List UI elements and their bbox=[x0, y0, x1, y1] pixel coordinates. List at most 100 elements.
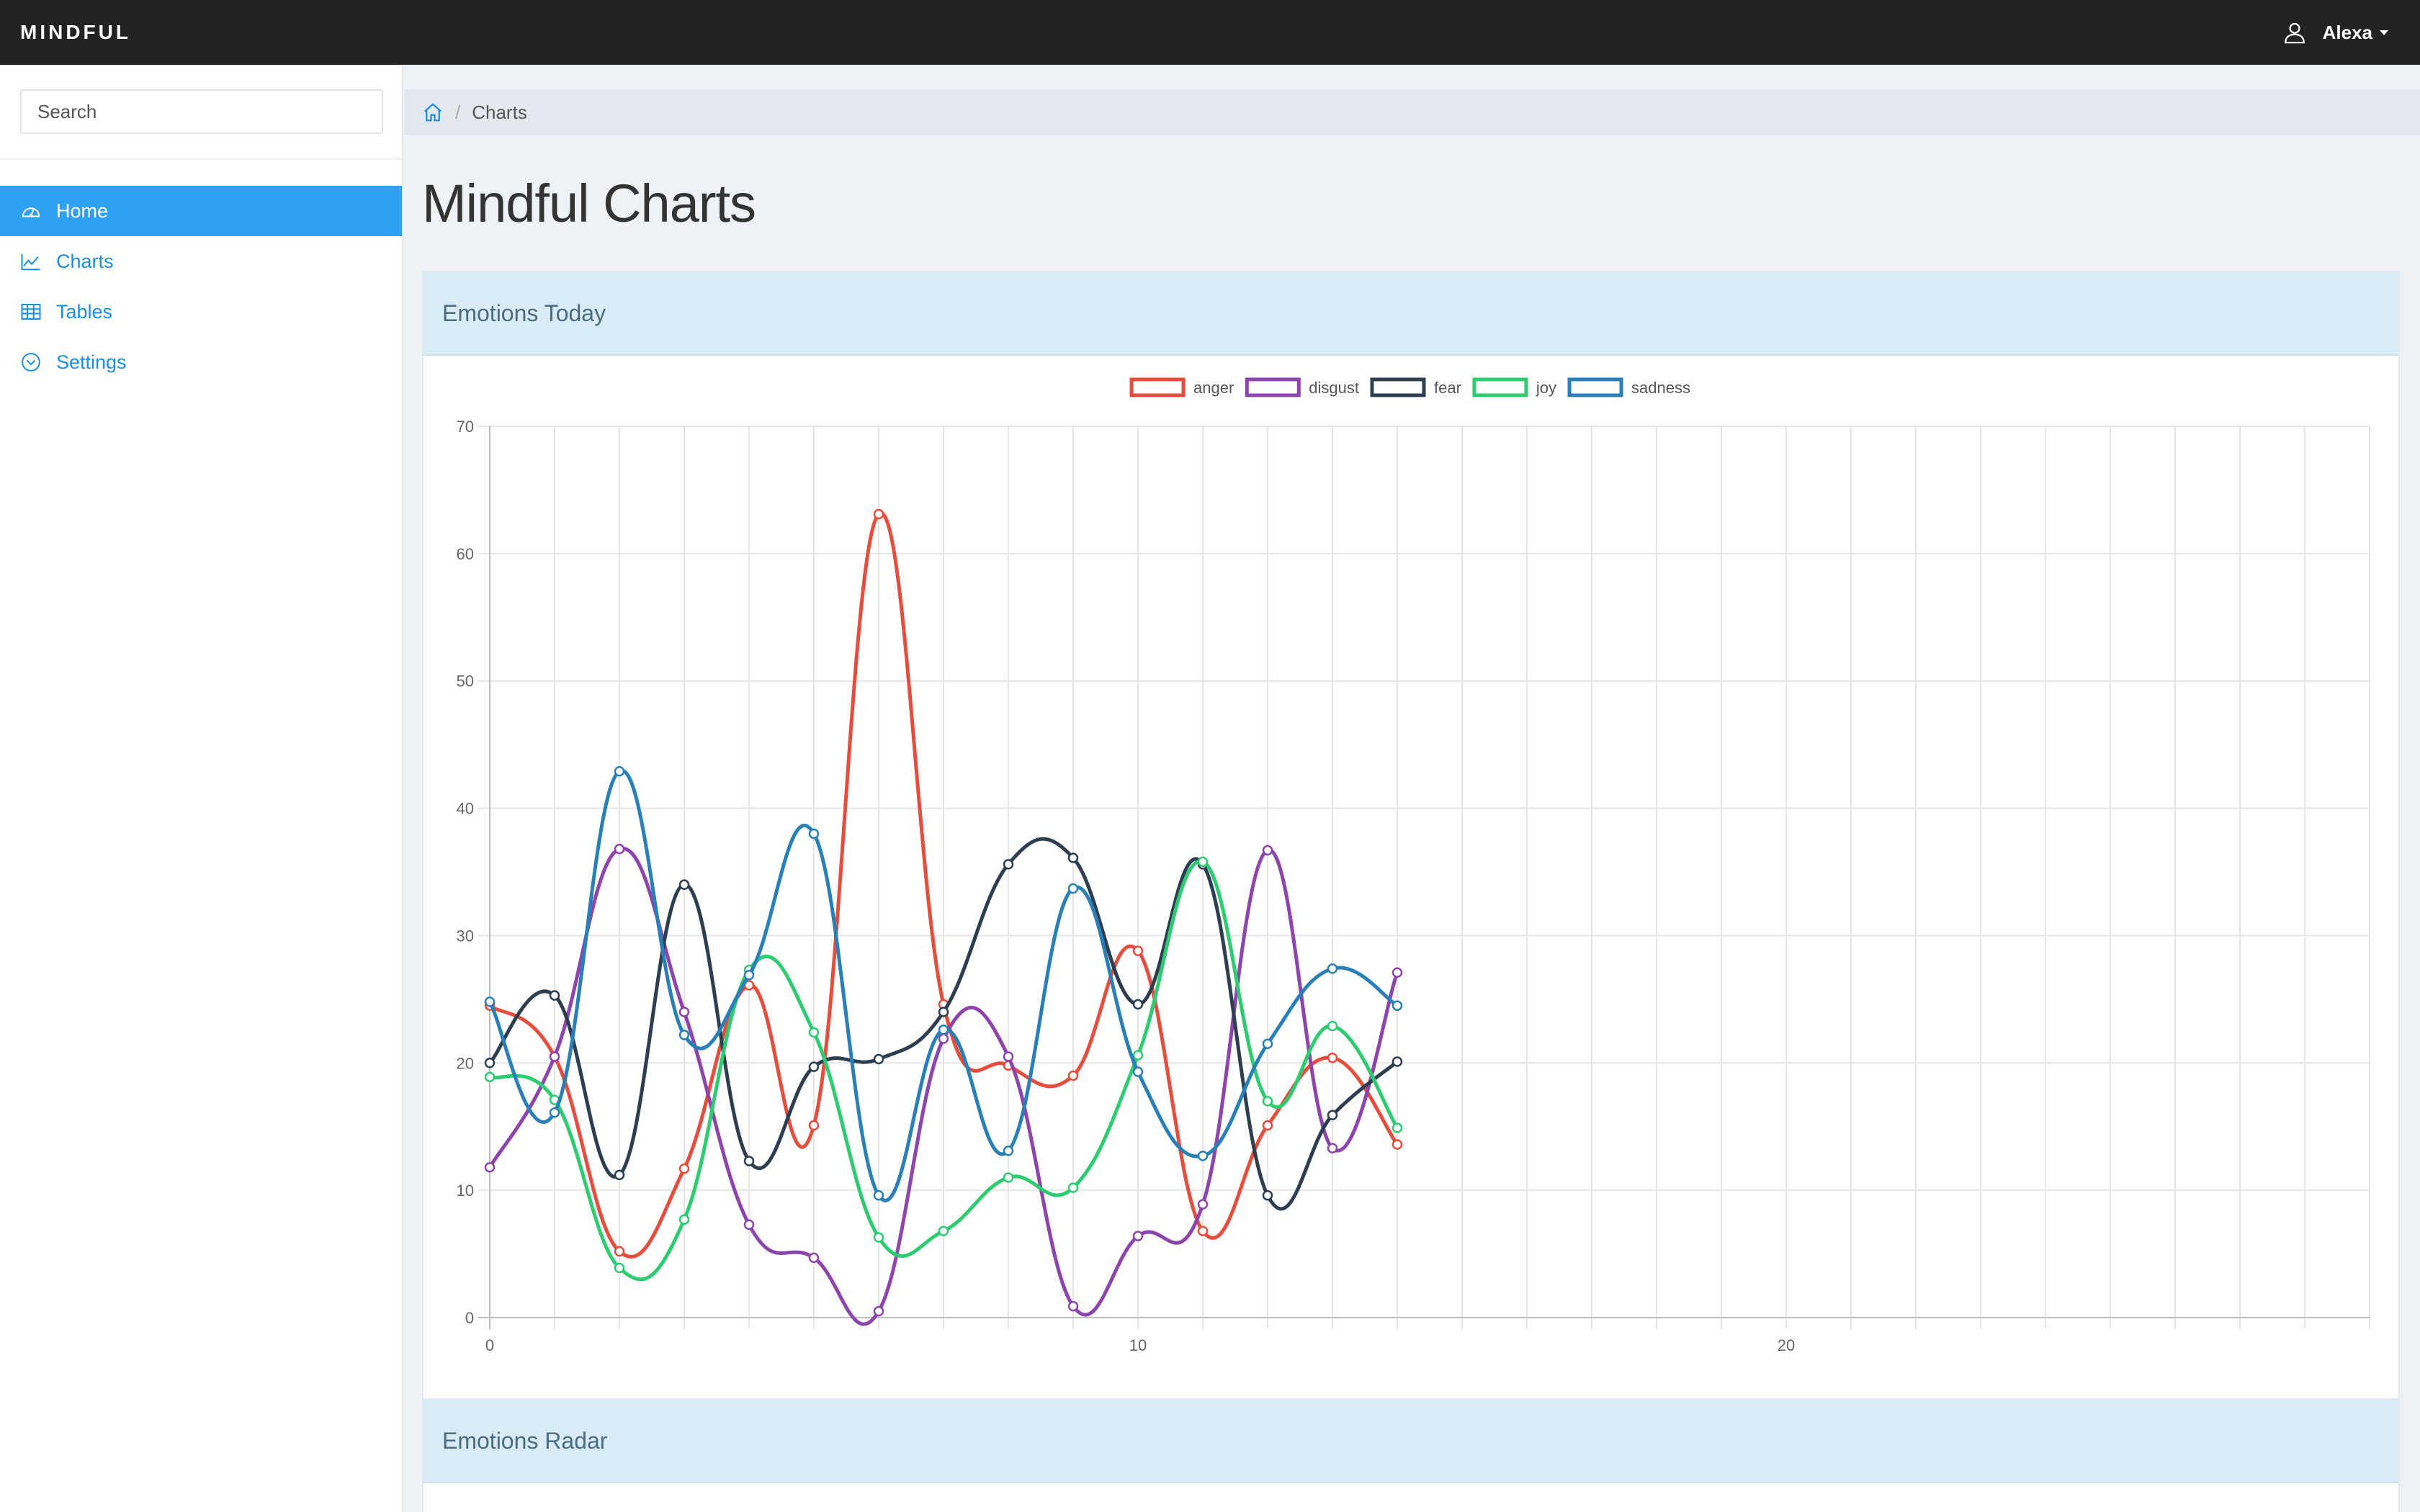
sidebar-item-home[interactable]: Home bbox=[0, 186, 402, 236]
data-point-sadness bbox=[1327, 963, 1338, 974]
data-point-anger bbox=[1327, 1052, 1338, 1063]
x-tick-label: 20 bbox=[1778, 1336, 1795, 1354]
data-point-anger bbox=[808, 1120, 820, 1131]
data-point-sadness bbox=[1067, 883, 1079, 894]
data-point-joy bbox=[808, 1027, 820, 1038]
legend-swatch-joy bbox=[1472, 377, 1528, 397]
data-point-joy bbox=[484, 1071, 496, 1082]
data-point-sadness bbox=[1197, 1151, 1209, 1161]
data-point-sadness bbox=[1003, 1146, 1014, 1156]
data-point-joy bbox=[614, 1262, 625, 1274]
data-point-joy bbox=[938, 1225, 949, 1236]
dashboard-icon bbox=[22, 207, 40, 217]
data-point-joy bbox=[1262, 1096, 1273, 1107]
data-point-disgust bbox=[1392, 967, 1403, 978]
sidebar-item-label: Settings bbox=[56, 351, 127, 373]
y-tick-label: 30 bbox=[457, 927, 474, 945]
data-point-joy bbox=[1327, 1020, 1338, 1032]
data-point-sadness bbox=[808, 828, 820, 840]
y-tick-label: 50 bbox=[457, 672, 474, 690]
x-tick-label: 0 bbox=[485, 1336, 494, 1354]
series-line-fear bbox=[488, 837, 1399, 1211]
data-point-fear bbox=[1067, 852, 1079, 863]
home-icon[interactable] bbox=[422, 102, 444, 123]
data-point-disgust bbox=[549, 1051, 560, 1062]
sidebar-item-settings[interactable]: Settings bbox=[0, 337, 402, 387]
user-name: Alexa bbox=[2322, 21, 2372, 43]
top-navbar: MINDFUL Alexa bbox=[0, 0, 2420, 65]
series-line-anger bbox=[488, 511, 1399, 1259]
chevron-circle-down-icon bbox=[22, 353, 40, 372]
data-point-anger bbox=[1197, 1225, 1209, 1236]
table-icon bbox=[21, 304, 41, 320]
line-chart-icon bbox=[21, 254, 40, 271]
data-point-sadness bbox=[1392, 1000, 1403, 1011]
data-point-disgust bbox=[873, 1305, 884, 1317]
search-input[interactable] bbox=[20, 89, 383, 134]
user-icon bbox=[2284, 22, 2305, 44]
legend-label-disgust: disgust bbox=[1309, 379, 1359, 397]
sidebar-item-charts[interactable]: Charts bbox=[0, 236, 402, 287]
data-point-joy bbox=[1197, 856, 1209, 868]
y-tick-label: 0 bbox=[465, 1309, 474, 1327]
data-point-fear bbox=[1132, 999, 1144, 1010]
y-tick-label: 10 bbox=[457, 1182, 474, 1200]
data-point-sadness bbox=[873, 1189, 884, 1201]
brand-logo[interactable]: MINDFUL bbox=[20, 21, 131, 43]
legend-label-sadness: sadness bbox=[1631, 379, 1690, 397]
sidebar-nav: Home Charts Tables Settings bbox=[0, 186, 402, 387]
data-point-fear bbox=[1392, 1056, 1403, 1067]
data-point-fear bbox=[938, 1007, 949, 1017]
sidebar-item-label: Tables bbox=[56, 300, 113, 323]
legend-label-joy: joy bbox=[1536, 379, 1556, 397]
sidebar-item-label: Charts bbox=[56, 250, 114, 272]
data-point-anger bbox=[1067, 1070, 1079, 1081]
emotions-radar-panel: Emotions Radar bbox=[422, 1398, 2400, 1512]
data-point-joy bbox=[1392, 1122, 1403, 1133]
data-point-disgust bbox=[484, 1162, 496, 1173]
y-tick-label: 20 bbox=[457, 1054, 474, 1072]
legend-swatch-fear bbox=[1370, 377, 1426, 397]
data-point-disgust bbox=[938, 1033, 949, 1044]
data-point-joy bbox=[873, 1232, 884, 1243]
sidebar-item-tables[interactable]: Tables bbox=[0, 287, 402, 337]
data-point-fear bbox=[1003, 859, 1014, 870]
breadcrumb-current: Charts bbox=[472, 101, 527, 123]
legend-swatch-sadness bbox=[1567, 377, 1623, 397]
data-point-sadness bbox=[549, 1107, 560, 1118]
data-point-disgust bbox=[1327, 1143, 1338, 1154]
data-point-fear bbox=[873, 1053, 884, 1065]
data-point-fear bbox=[743, 1156, 755, 1166]
data-point-disgust bbox=[1262, 845, 1273, 856]
data-point-disgust bbox=[678, 1007, 690, 1017]
main-content: / Charts Mindful Charts Emotions Today 0… bbox=[405, 65, 2420, 1512]
data-point-anger bbox=[1132, 945, 1144, 956]
data-point-disgust bbox=[743, 1219, 755, 1230]
breadcrumb: / Charts bbox=[405, 89, 2420, 135]
data-point-joy bbox=[1067, 1182, 1079, 1193]
data-point-disgust bbox=[614, 843, 625, 855]
legend-label-fear: fear bbox=[1434, 379, 1461, 397]
caret-down-icon bbox=[2380, 30, 2388, 35]
data-point-anger bbox=[678, 1163, 690, 1174]
legend-swatch-anger bbox=[1129, 377, 1186, 397]
y-tick-label: 70 bbox=[457, 418, 474, 436]
legend-swatch-disgust bbox=[1245, 377, 1301, 397]
data-point-fear bbox=[1262, 1189, 1273, 1201]
data-point-anger bbox=[1262, 1120, 1273, 1131]
data-point-anger bbox=[614, 1246, 625, 1257]
data-point-fear bbox=[1327, 1110, 1338, 1121]
data-point-joy bbox=[1132, 1050, 1144, 1061]
data-point-fear bbox=[808, 1061, 820, 1072]
data-point-sadness bbox=[614, 766, 625, 777]
legend-label-anger: anger bbox=[1193, 379, 1234, 397]
data-point-sadness bbox=[743, 970, 755, 981]
data-point-sadness bbox=[484, 996, 496, 1007]
data-point-disgust bbox=[1067, 1300, 1079, 1312]
data-point-disgust bbox=[808, 1252, 820, 1264]
panel-heading: Emotions Radar bbox=[424, 1400, 2398, 1483]
sidebar-item-label: Home bbox=[56, 199, 109, 222]
panel-heading: Emotions Today bbox=[424, 272, 2398, 356]
user-menu[interactable]: Alexa bbox=[2282, 20, 2388, 45]
page-title: Mindful Charts bbox=[422, 174, 756, 233]
